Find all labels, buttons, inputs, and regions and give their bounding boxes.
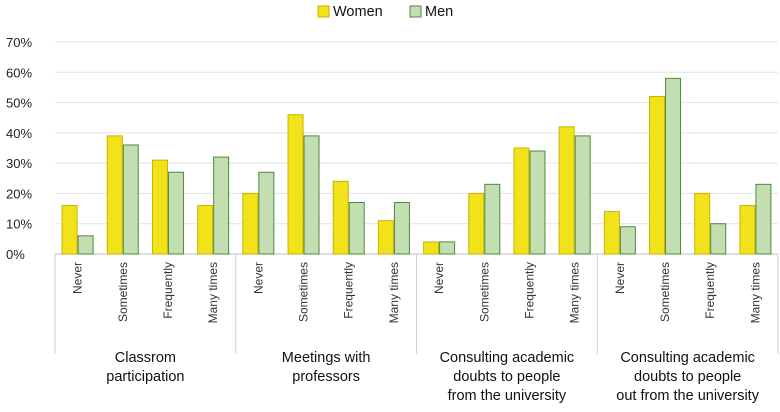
bar-women bbox=[106, 135, 123, 255]
bar-men bbox=[258, 171, 275, 255]
x-tick-label: Sometimes bbox=[658, 262, 672, 322]
bar-men bbox=[393, 202, 410, 255]
bar-women bbox=[151, 159, 168, 255]
legend-label: Men bbox=[425, 4, 453, 20]
bar-women bbox=[468, 192, 485, 255]
y-tick-label: 0% bbox=[6, 247, 25, 262]
group-label: doubts to people bbox=[634, 369, 741, 385]
bar-men bbox=[439, 241, 456, 255]
x-tick-label: Sometimes bbox=[116, 262, 130, 322]
group-label: out from the university bbox=[616, 388, 759, 404]
x-tick-label: Many times bbox=[387, 262, 401, 323]
x-tick-label: Sometimes bbox=[477, 262, 491, 322]
y-tick-label: 30% bbox=[6, 156, 32, 171]
bar-women bbox=[197, 205, 214, 255]
y-tick-label: 50% bbox=[6, 96, 32, 111]
x-tick-label: Frequently bbox=[522, 262, 536, 319]
x-tick-label: Never bbox=[251, 262, 265, 294]
x-tick-label: Frequently bbox=[342, 262, 356, 319]
bar-men bbox=[574, 135, 591, 255]
bar-men bbox=[213, 156, 230, 255]
bar-men bbox=[710, 223, 727, 255]
x-tick-label: Many times bbox=[568, 262, 582, 323]
bar-men bbox=[755, 183, 772, 255]
bar-women bbox=[332, 180, 349, 255]
bar-men bbox=[484, 183, 501, 255]
y-tick-label: 20% bbox=[6, 186, 32, 201]
group-label: Classrom bbox=[115, 350, 176, 366]
bar-women bbox=[377, 220, 394, 255]
bar-men bbox=[303, 135, 320, 255]
bar-men bbox=[665, 77, 682, 255]
legend-swatch bbox=[409, 5, 422, 18]
bar-women bbox=[242, 192, 259, 255]
group-label: doubts to people bbox=[453, 369, 560, 385]
bar-women bbox=[558, 126, 575, 255]
bar-women bbox=[513, 147, 530, 255]
bar-men bbox=[167, 171, 184, 255]
x-tick-label: Many times bbox=[206, 262, 220, 323]
bar-women bbox=[649, 96, 666, 255]
y-tick-label: 10% bbox=[6, 217, 32, 232]
bar-men bbox=[122, 144, 139, 255]
bar-women bbox=[739, 205, 756, 255]
bar-women bbox=[694, 192, 711, 255]
bar-men bbox=[348, 202, 365, 255]
group-label: Meetings with bbox=[282, 350, 371, 366]
y-tick-label: 70% bbox=[6, 35, 32, 50]
x-tick-label: Never bbox=[613, 262, 627, 294]
legend-label: Women bbox=[333, 4, 383, 20]
bar-women bbox=[287, 114, 304, 255]
group-label: from the university bbox=[448, 388, 567, 404]
group-label: professors bbox=[292, 369, 360, 385]
group-label: Consulting academic bbox=[620, 350, 755, 366]
group-label: participation bbox=[106, 369, 184, 385]
group-label: Consulting academic bbox=[440, 350, 575, 366]
x-tick-label: Never bbox=[432, 262, 446, 294]
bar-women bbox=[423, 241, 440, 255]
y-tick-label: 60% bbox=[6, 65, 32, 80]
bar-men bbox=[529, 150, 546, 255]
x-tick-label: Frequently bbox=[703, 262, 717, 319]
x-tick-label: Frequently bbox=[161, 262, 175, 319]
y-tick-label: 40% bbox=[6, 126, 32, 141]
legend-swatch bbox=[317, 5, 330, 18]
bar-men bbox=[619, 226, 636, 255]
bar-men bbox=[77, 235, 94, 255]
bar-women bbox=[603, 211, 620, 255]
bar-women bbox=[61, 205, 78, 255]
x-tick-label: Never bbox=[71, 262, 85, 294]
x-tick-label: Many times bbox=[748, 262, 762, 323]
x-tick-label: Sometimes bbox=[297, 262, 311, 322]
